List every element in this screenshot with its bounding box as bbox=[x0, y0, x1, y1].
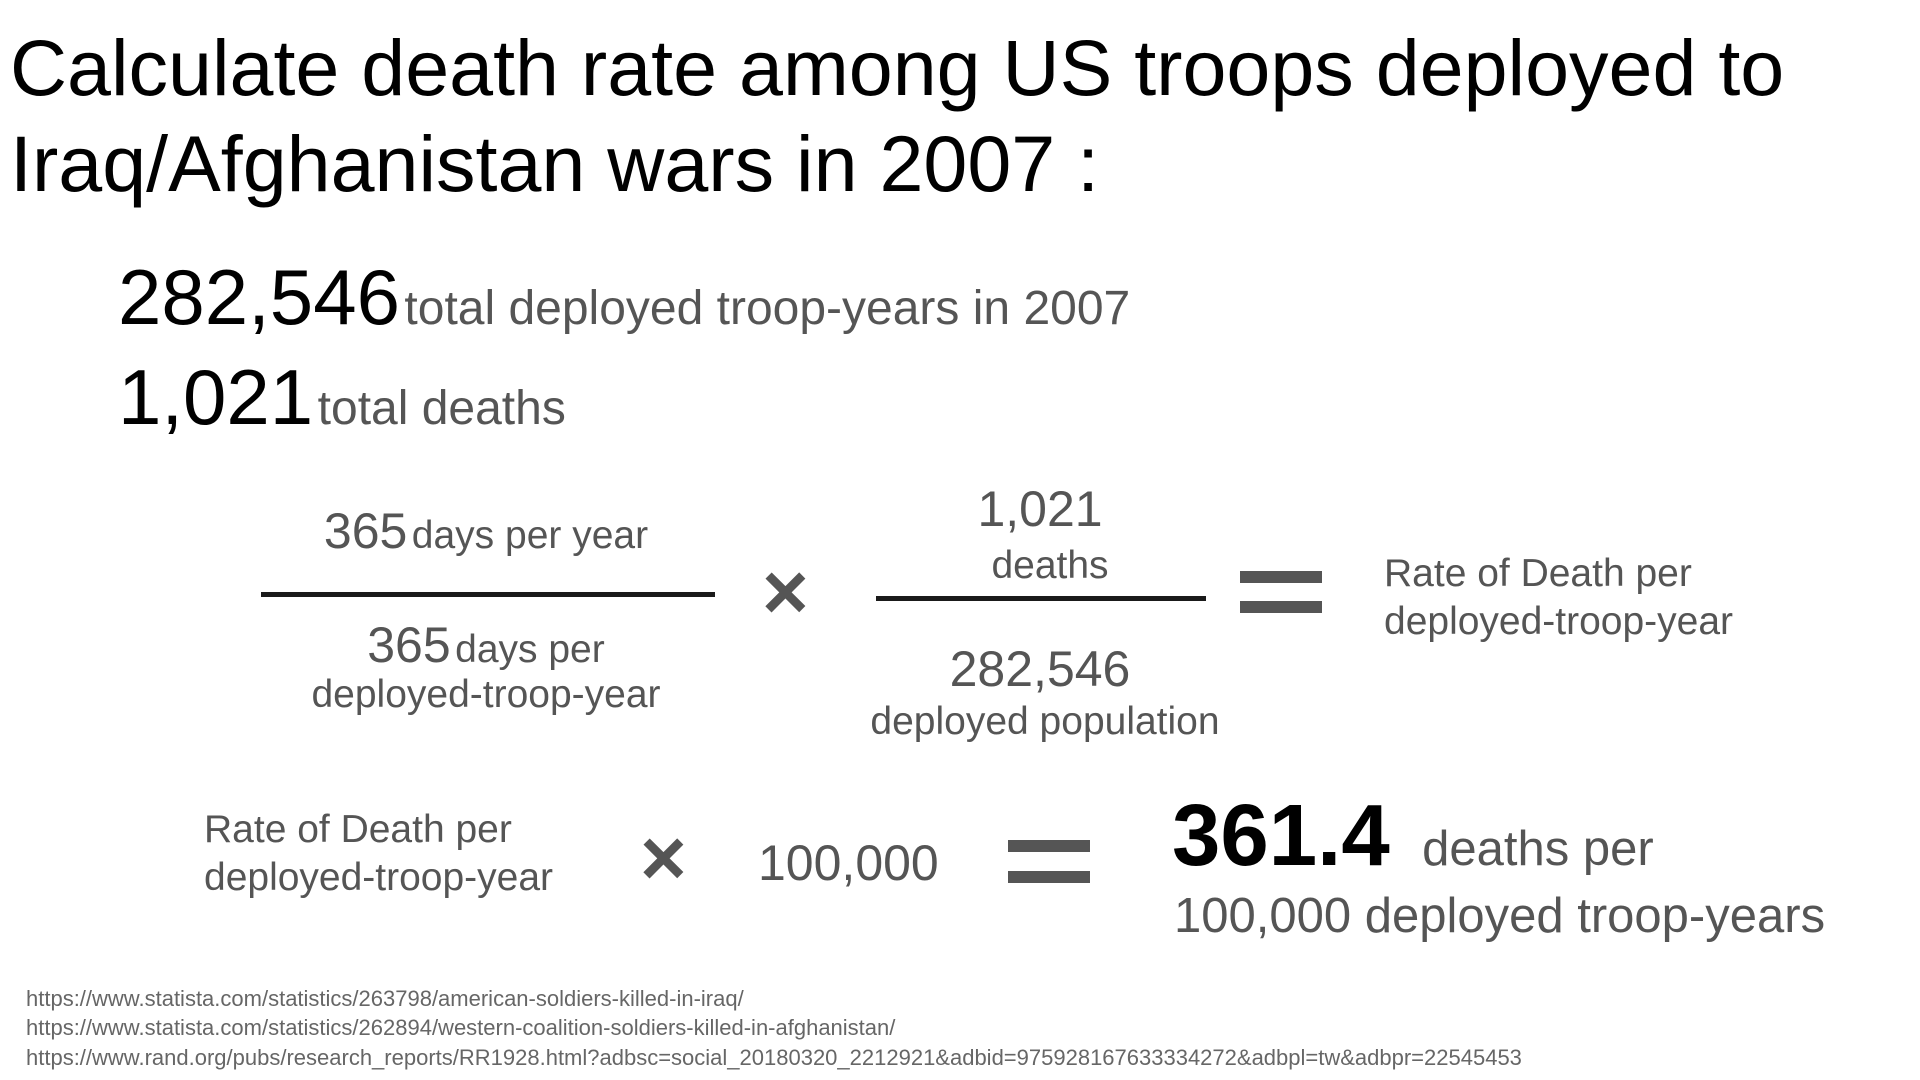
stat-troop-years-label: total deployed troop-years in 2007 bbox=[404, 282, 1131, 335]
eq2-multiplier: 100,000 bbox=[758, 835, 939, 891]
equals-sign-2-bottom bbox=[1008, 871, 1090, 883]
equals-sign-1-top bbox=[1240, 571, 1322, 583]
eq1-result-line1: Rate of Death per bbox=[1384, 552, 1692, 595]
title-line-2: Iraq/Afghanistan wars in 2007 : bbox=[10, 119, 1100, 208]
eq1-result-line2: deployed-troop-year bbox=[1384, 600, 1734, 643]
frac1-den-label: days per bbox=[455, 628, 605, 671]
source-link-3[interactable]: https://www.rand.org/pubs/research_repor… bbox=[26, 1045, 1522, 1070]
stat-deaths-value: 1,021 bbox=[118, 353, 314, 441]
frac1-num-value: 365 bbox=[323, 503, 408, 559]
eq2-result: 361.4 deaths per bbox=[1172, 786, 1654, 886]
source-link-1[interactable]: https://www.statista.com/statistics/2637… bbox=[26, 986, 744, 1011]
times-symbol-1: × bbox=[762, 547, 809, 636]
stat-troop-years: 282,546 total deployed troop-years in 20… bbox=[118, 252, 1130, 343]
frac1-num-label: days per year bbox=[411, 514, 649, 557]
eq2-result-label1: deaths per bbox=[1422, 822, 1654, 876]
frac1-bar bbox=[261, 592, 715, 597]
stat-deaths-label: total deaths bbox=[317, 382, 566, 435]
frac2-num-label: deaths bbox=[991, 544, 1109, 587]
frac1-den-value: 365 bbox=[367, 617, 451, 673]
eq2-rate-line1: Rate of Death per bbox=[204, 808, 512, 851]
frac1-numerator: 365 days per year bbox=[261, 502, 711, 560]
source-link-2[interactable]: https://www.statista.com/statistics/2628… bbox=[26, 1015, 896, 1040]
frac1-den-label2: deployed-troop-year bbox=[311, 673, 661, 716]
equals-sign-1-bottom bbox=[1240, 601, 1322, 613]
eq2-rate-line2: deployed-troop-year bbox=[204, 856, 554, 899]
eq2-result-value: 361.4 bbox=[1172, 787, 1390, 884]
stat-troop-years-value: 282,546 bbox=[118, 253, 400, 341]
frac2-den-label: deployed population bbox=[870, 700, 1220, 743]
page-title: Calculate death rate among US troops dep… bbox=[10, 20, 1910, 212]
equals-sign-2-top bbox=[1008, 840, 1090, 852]
frac1-denominator: 365 days per bbox=[261, 616, 711, 674]
title-line-1: Calculate death rate among US troops dep… bbox=[10, 23, 1785, 112]
times-symbol-2: × bbox=[640, 813, 687, 902]
stat-deaths: 1,021 total deaths bbox=[118, 352, 566, 443]
frac2-den-value: 282,546 bbox=[949, 641, 1131, 697]
frac2-bar bbox=[876, 596, 1206, 601]
frac2-num-value: 1,021 bbox=[977, 481, 1103, 537]
eq2-result-label2: 100,000 deployed troop-years bbox=[1174, 889, 1826, 943]
